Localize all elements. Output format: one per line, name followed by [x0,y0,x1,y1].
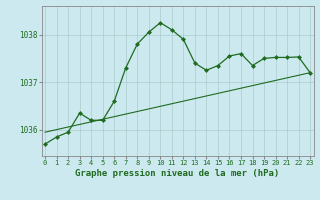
X-axis label: Graphe pression niveau de la mer (hPa): Graphe pression niveau de la mer (hPa) [76,169,280,178]
